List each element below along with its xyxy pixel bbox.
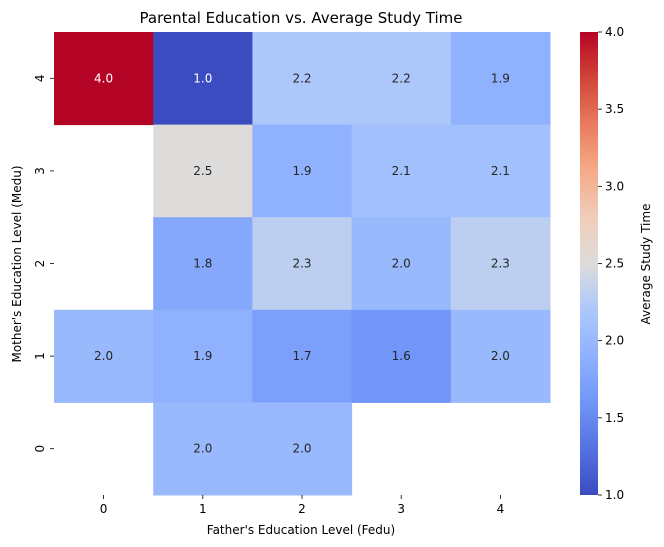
cell-value-label: 1.0 [193, 71, 212, 85]
x-axis-label: Father's Education Level (Fedu) [207, 523, 395, 537]
cell-value-label: 1.7 [292, 349, 311, 363]
y-tick-label: 0 [33, 445, 47, 453]
cell-value-label: 1.8 [193, 257, 212, 271]
cell-value-label: 4.0 [94, 71, 113, 85]
heatmap-cell [450, 309, 551, 403]
heatmap-cell [450, 32, 551, 126]
heatmap-cell [252, 32, 353, 126]
cell-value-label: 2.3 [491, 257, 510, 271]
cell-value-label: 2.0 [193, 442, 212, 456]
colorbar-tick-label: 1.0 [605, 488, 624, 502]
colorbar: 1.0 1.5 2.0 2.5 3.0 3.5 4.0 [580, 25, 624, 502]
cell-value-label: 1.6 [392, 349, 411, 363]
x-tick-label: 2 [298, 502, 306, 516]
heatmap-cell [252, 124, 353, 218]
heatmap-cell [54, 32, 154, 126]
colorbar-tick-label: 1.5 [605, 411, 624, 425]
cell-value-label: 2.5 [193, 164, 212, 178]
heatmap-cell [351, 217, 452, 311]
cell-value-label: 2.2 [392, 71, 411, 85]
cell-value-label: 2.1 [491, 164, 510, 178]
y-tick-label: 4 [33, 74, 47, 82]
cell-value-label: 2.0 [292, 442, 311, 456]
cell-value-label: 2.0 [94, 349, 113, 363]
colorbar-tick-label: 2.0 [605, 334, 624, 348]
cell-value-label: 2.2 [292, 71, 311, 85]
heatmap-cell [351, 32, 452, 126]
colorbar-tick-label: 2.5 [605, 257, 624, 271]
x-tick-label: 4 [497, 502, 505, 516]
cell-value-label: 1.9 [292, 164, 311, 178]
y-tick-label: 2 [33, 260, 47, 268]
heatmap-cell [153, 32, 253, 126]
heatmap-cell [450, 217, 551, 311]
heatmap-cell [153, 124, 253, 218]
x-tick-label: 3 [397, 502, 405, 516]
cell-value-label: 1.9 [491, 71, 510, 85]
x-axis: 0 1 2 3 4 [100, 495, 504, 516]
heatmap-cell [351, 124, 452, 218]
y-axis: 4 3 2 1 0 [33, 74, 54, 453]
x-tick-label: 1 [199, 502, 207, 516]
cell-value-label: 2.0 [392, 257, 411, 271]
heatmap-cells: 4.0 1.0 2.2 2.2 1.9 2.5 1.9 2.1 2.1 1.8 2.3 2.0 2.3 2… [54, 32, 551, 496]
cell-value-label: 2.0 [491, 349, 510, 363]
heatmap-cell [450, 124, 551, 218]
cell-value-label: 2.3 [292, 257, 311, 271]
heatmap-cell [351, 309, 452, 403]
colorbar-gradient [580, 32, 598, 495]
y-axis-label: Mother's Education Level (Medu) [10, 165, 24, 362]
heatmap-cell [252, 309, 353, 403]
y-tick-label: 3 [33, 167, 47, 175]
colorbar-tick-label: 4.0 [605, 25, 624, 39]
heatmap-cell [252, 402, 353, 496]
colorbar-tick-label: 3.5 [605, 102, 624, 116]
x-tick-label: 0 [100, 502, 108, 516]
chart-title: Parental Education vs. Average Study Tim… [140, 9, 463, 27]
heatmap-cell [252, 217, 353, 311]
heatmap-cell [54, 309, 154, 403]
colorbar-label: Average Study Time [639, 204, 653, 325]
heatmap-cell [153, 402, 253, 496]
heatmap-cell [153, 309, 253, 403]
cell-value-label: 2.1 [392, 164, 411, 178]
colorbar-tick-label: 3.0 [605, 179, 624, 193]
heatmap-cell [153, 217, 253, 311]
y-tick-label: 1 [33, 352, 47, 360]
cell-value-label: 1.9 [193, 349, 212, 363]
